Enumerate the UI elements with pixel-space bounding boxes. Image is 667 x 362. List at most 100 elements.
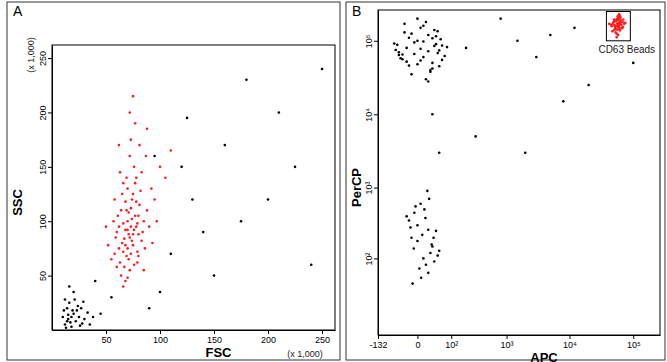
point — [135, 200, 138, 203]
point — [64, 323, 67, 326]
chart-root: A(x 1,000)(x 1,000)501001502002505010015… — [0, 0, 667, 362]
point — [132, 244, 135, 247]
point — [432, 236, 435, 239]
point — [117, 214, 120, 217]
point — [118, 225, 121, 228]
point — [82, 300, 85, 303]
point — [441, 59, 444, 62]
point — [425, 264, 428, 267]
point — [66, 307, 69, 310]
y-axis: 10²10³10⁴10⁵ — [364, 11, 379, 336]
point — [126, 229, 129, 232]
point — [125, 209, 128, 212]
x-tick-mark — [160, 330, 161, 334]
point — [180, 166, 183, 169]
point — [159, 291, 162, 294]
y-tick: 50 — [38, 271, 52, 281]
point — [63, 309, 66, 312]
panel: A(x 1,000)(x 1,000)501001502002505010015… — [7, 2, 340, 360]
point — [127, 258, 130, 261]
point — [126, 276, 129, 279]
panel-title: B — [352, 3, 361, 19]
point — [401, 58, 404, 61]
point — [465, 47, 468, 50]
point — [119, 261, 122, 264]
panel-border — [346, 2, 665, 360]
point — [131, 218, 134, 221]
x-tick-mark — [633, 335, 634, 339]
point — [159, 166, 162, 169]
point — [412, 247, 415, 250]
point — [128, 111, 131, 114]
point — [438, 151, 441, 154]
point — [240, 220, 243, 223]
point — [83, 318, 86, 321]
point — [612, 21, 615, 24]
y-tick: 10⁴ — [364, 108, 378, 122]
point — [81, 322, 84, 325]
point — [429, 252, 432, 255]
point — [137, 214, 140, 217]
point — [428, 198, 431, 201]
point — [69, 321, 72, 324]
point — [170, 253, 173, 256]
point — [137, 255, 140, 258]
series — [62, 68, 324, 329]
y-tick-label: 200 — [38, 105, 48, 120]
point — [441, 44, 444, 47]
point — [164, 176, 167, 179]
axis-note: (x 1,000) — [26, 37, 36, 73]
point — [427, 50, 430, 53]
point — [438, 49, 441, 52]
point — [425, 21, 428, 24]
point — [422, 56, 425, 59]
y-tick-mark — [374, 41, 378, 42]
point — [113, 198, 116, 201]
plot-area — [62, 68, 324, 329]
point — [127, 233, 130, 236]
point — [419, 202, 422, 205]
x-tick-mark — [569, 335, 570, 339]
point — [419, 59, 422, 62]
plot-frame — [378, 10, 660, 335]
point — [202, 231, 205, 234]
y-tick: 10⁵ — [364, 34, 378, 48]
y-tick-label: 250 — [38, 51, 48, 66]
point — [72, 291, 75, 294]
point — [141, 231, 144, 234]
point — [393, 42, 396, 45]
x-tick-mark — [106, 330, 107, 334]
gate — [606, 12, 630, 41]
point — [134, 182, 137, 185]
point — [114, 236, 117, 239]
point — [622, 18, 625, 21]
point — [294, 166, 297, 169]
point — [131, 198, 134, 201]
point — [619, 21, 622, 24]
point — [405, 60, 408, 63]
point — [423, 208, 426, 211]
point — [137, 233, 140, 236]
point — [408, 219, 411, 222]
x-axis: -132010²10³10⁴10⁵ — [369, 335, 660, 350]
x-tick: 10⁵ — [627, 335, 641, 350]
plot-frame — [52, 45, 335, 330]
point — [140, 171, 143, 174]
point — [148, 225, 151, 228]
point — [122, 222, 125, 225]
point — [422, 24, 425, 27]
point — [77, 305, 80, 308]
point — [130, 207, 133, 210]
point — [436, 30, 439, 33]
point — [126, 247, 129, 250]
x-tick-label: 200 — [261, 335, 276, 345]
y-tick-label: 50 — [38, 271, 48, 281]
point — [68, 285, 71, 288]
point — [443, 55, 446, 58]
point — [123, 266, 126, 269]
point — [405, 215, 408, 218]
x-tick: 200 — [261, 330, 276, 345]
point — [153, 198, 156, 201]
point — [396, 44, 399, 47]
y-tick-label: 10⁵ — [364, 34, 374, 48]
